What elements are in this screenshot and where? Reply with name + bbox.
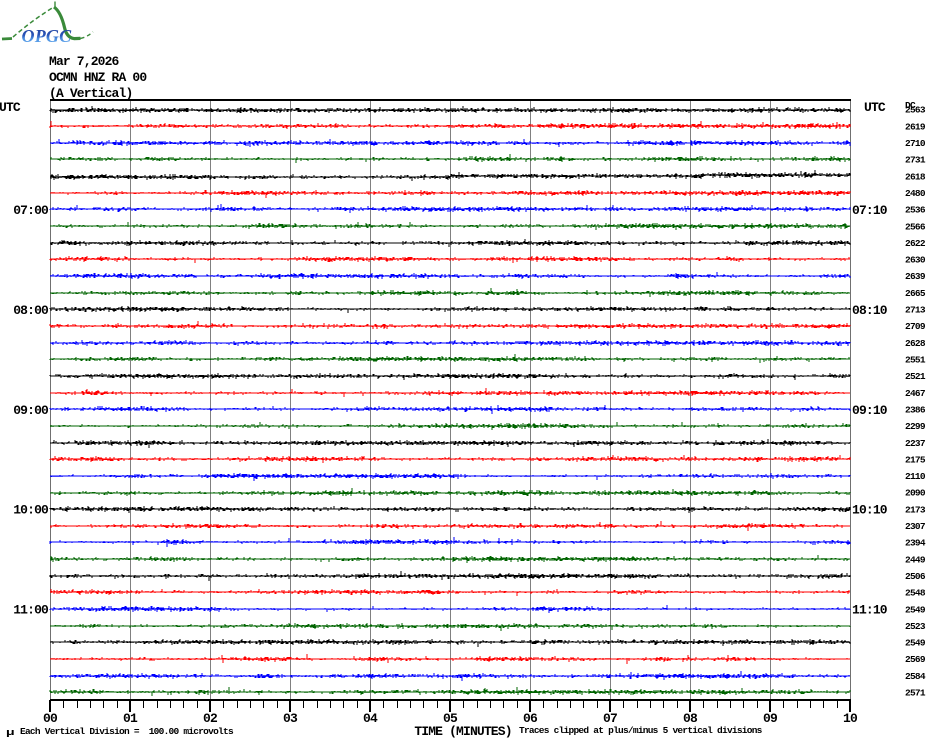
svg-text:00: 00 (43, 711, 58, 726)
svg-text:2563: 2563 (905, 105, 926, 116)
svg-text:2237: 2237 (905, 438, 926, 449)
svg-text:09: 09 (763, 711, 778, 726)
svg-text:2618: 2618 (905, 171, 926, 182)
svg-text:06: 06 (523, 711, 538, 726)
svg-text:TIME (MINUTES): TIME (MINUTES) (414, 724, 511, 739)
svg-text:2731: 2731 (905, 155, 926, 166)
svg-text:2506: 2506 (905, 571, 926, 582)
svg-text:07:00: 07:00 (13, 203, 49, 218)
svg-text:2307: 2307 (905, 521, 926, 532)
svg-text:2299: 2299 (905, 421, 926, 432)
svg-text:UTC: UTC (864, 100, 886, 115)
svg-text:03: 03 (283, 711, 298, 726)
svg-text:09:10: 09:10 (852, 403, 888, 418)
svg-text:2639: 2639 (905, 271, 926, 282)
svg-text:2175: 2175 (905, 454, 926, 465)
svg-text:Mar 7,2026: Mar 7,2026 (49, 54, 120, 69)
svg-text:08:10: 08:10 (852, 303, 888, 318)
svg-text:μ: μ (6, 727, 14, 738)
svg-text:2622: 2622 (905, 238, 926, 249)
svg-text:2449: 2449 (905, 554, 926, 565)
svg-text:Each Vertical Division = 100.: Each Vertical Division = 100.00 microvol… (20, 726, 234, 737)
svg-text:10: 10 (843, 711, 858, 726)
svg-text:2571: 2571 (905, 688, 926, 699)
svg-text:08: 08 (683, 711, 698, 726)
svg-text:11:10: 11:10 (852, 603, 888, 618)
svg-text:10:10: 10:10 (852, 503, 888, 518)
svg-text:DC: DC (905, 100, 916, 111)
svg-text:07: 07 (603, 711, 617, 726)
svg-text:2551: 2551 (905, 355, 926, 366)
svg-text:2394: 2394 (905, 538, 926, 549)
svg-text:2110: 2110 (905, 471, 926, 482)
svg-text:OPGC: OPGC (22, 26, 73, 46)
svg-text:07:10: 07:10 (852, 203, 888, 218)
svg-text:2584: 2584 (905, 671, 926, 682)
svg-text:2709: 2709 (905, 321, 926, 332)
svg-text:08:00: 08:00 (13, 303, 49, 318)
svg-text:Traces clipped at plus/minus 5: Traces clipped at plus/minus 5 vertical … (519, 725, 763, 736)
svg-text:2386: 2386 (905, 405, 926, 416)
svg-text:2713: 2713 (905, 305, 926, 316)
svg-text:11:00: 11:00 (13, 603, 49, 618)
svg-text:2619: 2619 (905, 121, 926, 132)
svg-text:2173: 2173 (905, 504, 926, 515)
svg-text:2536: 2536 (905, 205, 926, 216)
svg-text:2665: 2665 (905, 288, 926, 299)
svg-text:(A Vertical): (A Vertical) (49, 86, 132, 101)
svg-text:2569: 2569 (905, 654, 926, 665)
svg-text:2549: 2549 (905, 604, 926, 615)
svg-text:2549: 2549 (905, 638, 926, 649)
svg-text:2523: 2523 (905, 621, 926, 632)
svg-text:09:00: 09:00 (13, 403, 49, 418)
svg-text:01: 01 (123, 711, 138, 726)
svg-text:02: 02 (203, 711, 218, 726)
svg-text:10:00: 10:00 (13, 503, 49, 518)
svg-text:2467: 2467 (905, 388, 926, 399)
svg-text:2566: 2566 (905, 221, 926, 232)
svg-text:OCMN HNZ RA 00: OCMN HNZ RA 00 (49, 70, 147, 85)
svg-text:2630: 2630 (905, 255, 926, 266)
svg-text:04: 04 (363, 711, 378, 726)
svg-text:05: 05 (443, 711, 458, 726)
svg-text:UTC: UTC (0, 100, 21, 115)
svg-text:2710: 2710 (905, 138, 926, 149)
svg-text:2090: 2090 (905, 488, 926, 499)
svg-text:2521: 2521 (905, 371, 926, 382)
svg-text:2548: 2548 (905, 588, 926, 599)
svg-text:2480: 2480 (905, 188, 926, 199)
svg-text:2628: 2628 (905, 338, 926, 349)
